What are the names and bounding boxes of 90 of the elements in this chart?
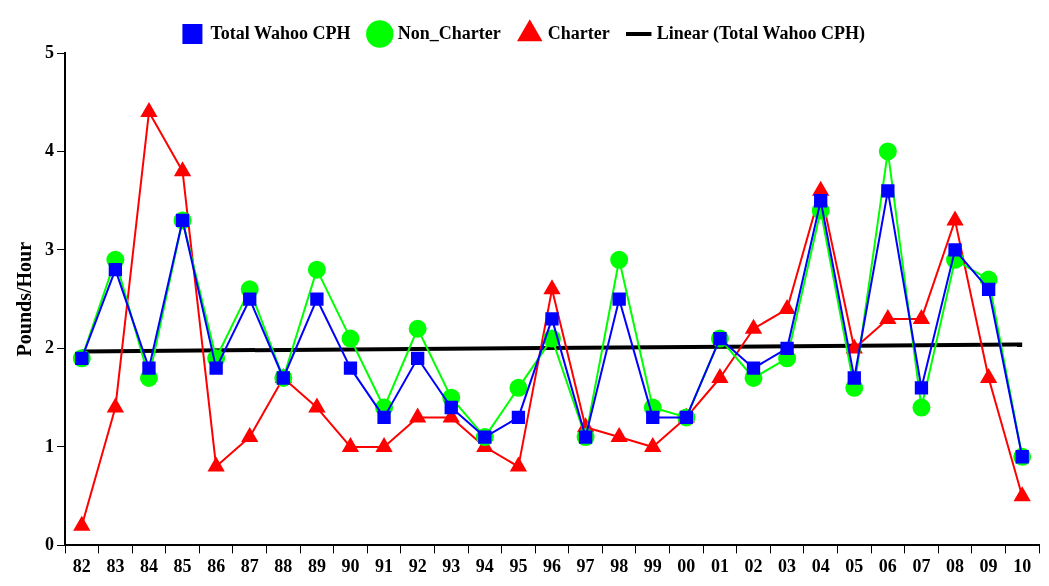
point xyxy=(509,378,528,397)
x-tick-label: 91 xyxy=(375,555,394,576)
x-tick-label: 83 xyxy=(106,555,125,576)
x-tick-label: 86 xyxy=(207,555,226,576)
x-tick-label: 00 xyxy=(677,555,696,576)
x-tick-label: 84 xyxy=(139,555,158,576)
point xyxy=(948,243,962,257)
x-tick-label: 90 xyxy=(341,555,360,576)
point xyxy=(847,371,861,385)
x-tick-label: 10 xyxy=(1013,555,1032,576)
point xyxy=(544,280,560,295)
point xyxy=(343,361,358,375)
point xyxy=(141,103,157,118)
y-axis-title: Pounds/Hour xyxy=(13,241,36,357)
point xyxy=(510,457,527,472)
point xyxy=(780,341,794,356)
y-tick-label: 2 xyxy=(45,337,54,358)
y-tick-label: 4 xyxy=(45,140,54,161)
x-tick-label: 96 xyxy=(543,555,561,576)
point xyxy=(408,319,427,338)
point xyxy=(73,516,90,531)
point xyxy=(611,428,628,443)
x-tick-label: 01 xyxy=(710,555,729,576)
x-tick-label: 89 xyxy=(307,555,326,576)
x-tick-label: 09 xyxy=(979,555,998,576)
point xyxy=(409,408,426,423)
x-tick-label: 04 xyxy=(811,555,830,576)
x-tick-label: 92 xyxy=(408,555,427,576)
x-tick-label: 88 xyxy=(274,555,293,576)
point xyxy=(342,437,359,452)
point xyxy=(377,410,391,425)
point xyxy=(646,410,660,425)
y-tick-label: 5 xyxy=(45,41,54,62)
point xyxy=(243,292,257,306)
x-tick-label: 03 xyxy=(778,555,797,576)
x-tick-label: 85 xyxy=(173,555,192,576)
point xyxy=(612,292,626,306)
point xyxy=(107,398,124,413)
point xyxy=(1014,487,1031,502)
x-tick-label: 82 xyxy=(72,555,91,576)
legend-label: Total Wahoo CPH xyxy=(210,22,351,43)
point xyxy=(142,361,156,375)
x-tick-label: 97 xyxy=(576,555,595,576)
x-tick-label: 05 xyxy=(845,555,864,576)
x-tick-label: 98 xyxy=(610,555,629,576)
point xyxy=(308,398,325,413)
point xyxy=(310,292,324,306)
x-tick-label: 94 xyxy=(475,555,494,576)
point xyxy=(745,319,762,334)
point xyxy=(208,457,225,472)
x-tick-label: 93 xyxy=(442,555,461,576)
point xyxy=(610,250,629,269)
legend-label: Charter xyxy=(547,22,610,43)
y-tick-label: 1 xyxy=(45,435,54,456)
point xyxy=(545,312,559,326)
point xyxy=(108,263,123,277)
point xyxy=(644,437,661,452)
point xyxy=(241,428,258,443)
point xyxy=(746,361,761,375)
point xyxy=(881,184,895,198)
point xyxy=(376,437,392,452)
point xyxy=(912,398,931,417)
point xyxy=(878,142,897,161)
point xyxy=(511,410,526,425)
point xyxy=(174,162,191,177)
point xyxy=(779,300,796,315)
x-tick-label: 06 xyxy=(878,555,897,576)
y-tick-label: 3 xyxy=(45,238,54,259)
point xyxy=(914,381,929,395)
point xyxy=(712,368,728,383)
point xyxy=(981,282,996,297)
x-tick-label: 87 xyxy=(240,555,259,576)
point xyxy=(444,400,458,415)
point xyxy=(879,309,896,324)
point xyxy=(913,309,930,324)
point xyxy=(209,361,223,375)
y-tick-label: 0 xyxy=(45,534,54,555)
x-tick-label: 99 xyxy=(643,555,662,576)
x-tick-label: 95 xyxy=(509,555,528,576)
x-tick-label: 08 xyxy=(946,555,965,576)
point xyxy=(980,368,997,383)
point xyxy=(814,194,828,208)
point xyxy=(307,260,326,279)
x-tick-label: 07 xyxy=(912,555,931,576)
point xyxy=(411,351,425,365)
point xyxy=(947,211,963,226)
x-tick-label: 02 xyxy=(744,555,763,576)
point xyxy=(341,329,360,348)
legend-label: Non_Charter xyxy=(397,22,501,43)
legend-label: Linear (Total Wahoo CPH) xyxy=(656,22,865,44)
